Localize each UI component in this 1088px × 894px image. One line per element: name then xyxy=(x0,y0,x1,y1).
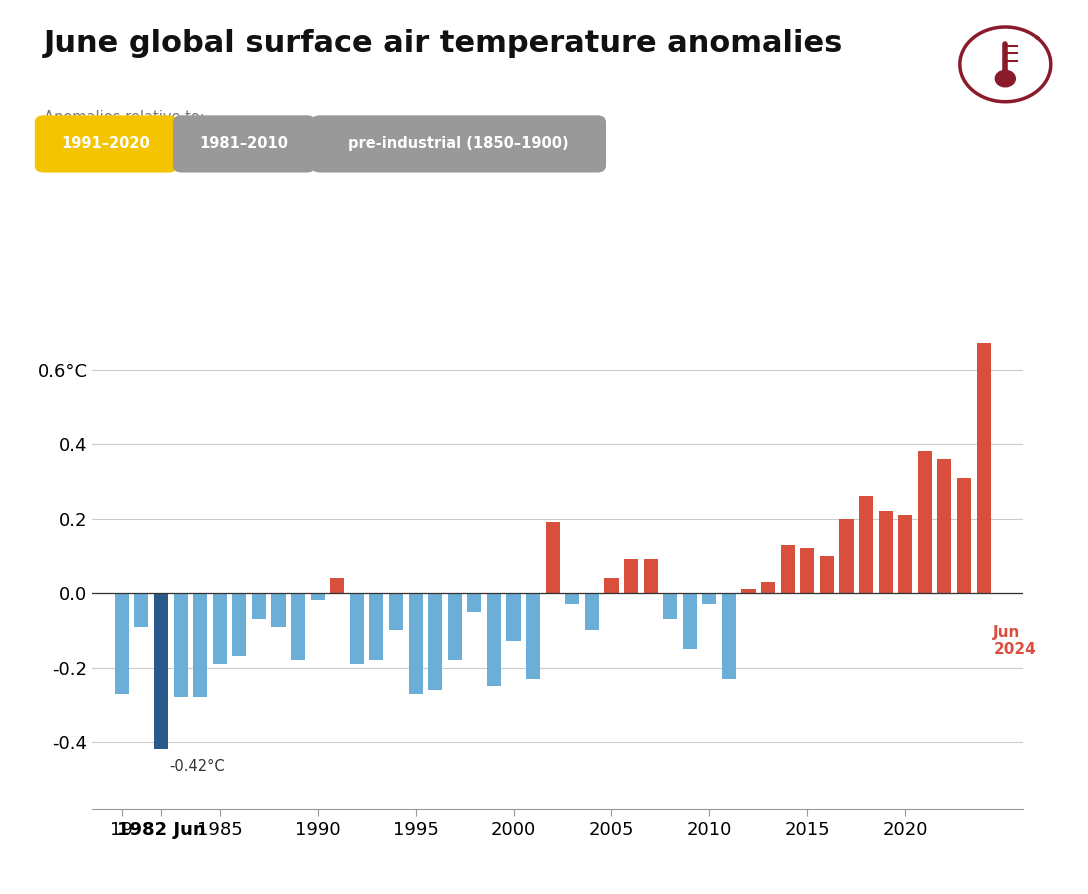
Text: 1991–2020: 1991–2020 xyxy=(62,137,150,151)
Bar xyxy=(977,343,990,593)
Bar xyxy=(722,593,735,679)
Text: Anomalies relative to:: Anomalies relative to: xyxy=(44,110,205,125)
Bar xyxy=(664,593,677,619)
Bar xyxy=(781,544,794,593)
Bar xyxy=(605,578,618,593)
Bar xyxy=(644,560,657,593)
Bar xyxy=(331,578,344,593)
Text: Jun
2024: Jun 2024 xyxy=(993,625,1036,657)
Bar xyxy=(840,519,853,593)
Bar xyxy=(213,593,226,663)
Bar xyxy=(546,522,559,593)
Bar xyxy=(820,556,833,593)
Circle shape xyxy=(996,71,1015,87)
Bar xyxy=(154,593,168,749)
FancyBboxPatch shape xyxy=(311,115,606,173)
Bar xyxy=(350,593,363,663)
Bar xyxy=(918,451,931,593)
Bar xyxy=(625,560,638,593)
Text: June global surface air temperature anomalies: June global surface air temperature anom… xyxy=(44,29,843,57)
Text: 1981–2010: 1981–2010 xyxy=(200,137,288,151)
Bar xyxy=(429,593,442,690)
Bar xyxy=(370,593,383,660)
Bar xyxy=(507,593,520,642)
Text: pre-industrial (1850–1900): pre-industrial (1850–1900) xyxy=(348,137,569,151)
Bar xyxy=(174,593,187,697)
Bar xyxy=(566,593,579,604)
Bar xyxy=(585,593,598,630)
Bar xyxy=(448,593,461,660)
Bar xyxy=(292,593,305,660)
FancyBboxPatch shape xyxy=(173,115,316,173)
Bar xyxy=(683,593,696,649)
Bar xyxy=(938,459,951,593)
Bar xyxy=(233,593,246,656)
Bar xyxy=(252,593,265,619)
Bar xyxy=(487,593,500,687)
Bar xyxy=(115,593,128,694)
Bar xyxy=(860,496,873,593)
Bar xyxy=(801,548,814,593)
Bar xyxy=(409,593,422,694)
Bar xyxy=(703,593,716,604)
Bar xyxy=(762,582,775,593)
Bar xyxy=(311,593,324,601)
Bar xyxy=(194,593,207,697)
Bar xyxy=(135,593,148,627)
Bar xyxy=(899,515,912,593)
Bar xyxy=(527,593,540,679)
Bar xyxy=(879,511,892,593)
FancyBboxPatch shape xyxy=(35,115,177,173)
Text: -0.42°C: -0.42°C xyxy=(169,759,224,774)
Bar xyxy=(390,593,403,630)
Bar xyxy=(957,477,970,593)
Bar xyxy=(742,589,755,593)
Bar xyxy=(468,593,481,611)
Bar xyxy=(272,593,285,627)
